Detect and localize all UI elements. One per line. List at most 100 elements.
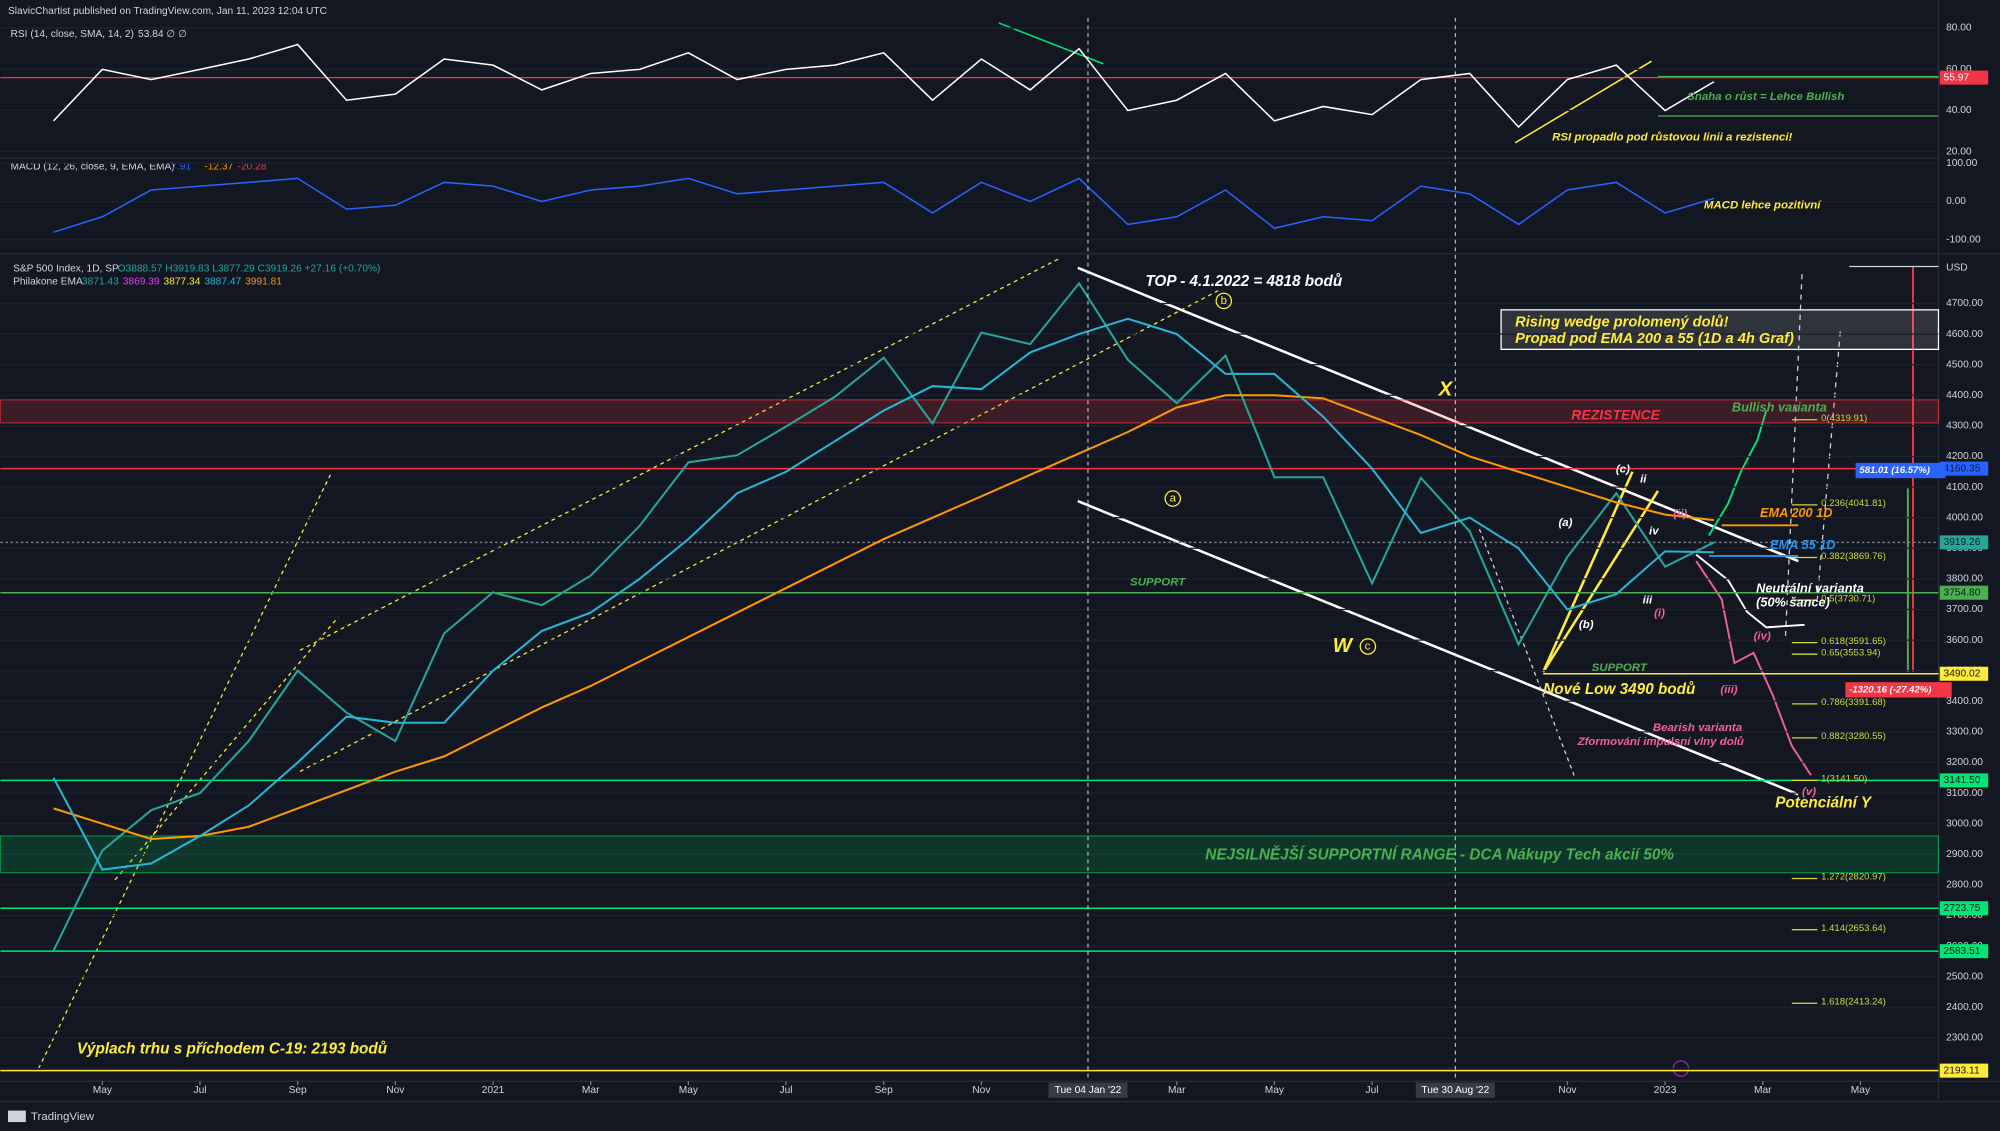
y-tick-label: 4200.00 xyxy=(1946,451,1983,462)
annotation: ii xyxy=(1640,473,1647,485)
ohlc: O3888.57 H3919.83 L3877.29 C3919.26 +27.… xyxy=(118,264,381,275)
y-tick-label: 3200.00 xyxy=(1946,757,1983,768)
macd-value: -20.28 xyxy=(237,162,266,173)
wave-circle xyxy=(1164,490,1182,507)
note-box xyxy=(1500,309,1940,351)
annotation: (iv) xyxy=(1754,630,1771,642)
price-tag xyxy=(1939,666,1989,681)
price-tag xyxy=(1939,461,1989,476)
y-tick-label: 4100.00 xyxy=(1946,482,1983,493)
y-tick-label: 3600.00 xyxy=(1946,635,1983,646)
y-tick-label: 2400.00 xyxy=(1946,1002,1983,1013)
annotation: (a) xyxy=(1558,517,1572,529)
x-tick-label: Jul xyxy=(193,1085,206,1096)
footer-logo: TradingView xyxy=(31,1111,95,1123)
crosshair-tag xyxy=(1048,1082,1128,1098)
y-tick-label: 100.00 xyxy=(1946,158,1977,169)
annotation: (v) xyxy=(1802,786,1816,798)
macd-value: 7.91 xyxy=(171,162,191,173)
fib-label: 1.618(2413.24) xyxy=(1821,997,1886,1008)
fib-label: 0.5(3730.71) xyxy=(1821,593,1875,604)
zone xyxy=(0,399,1940,424)
annotation: 581.01 (16.57%) xyxy=(1859,465,1930,476)
y-tick-label: 2300.00 xyxy=(1946,1033,1983,1044)
annotation: c xyxy=(1365,640,1371,652)
annotation: Bullish varianta xyxy=(1732,399,1827,414)
channel-line xyxy=(1077,499,1799,796)
annotation: Výplach trhu s příchodem C-19: 2193 bodů xyxy=(77,1040,388,1057)
y-tick-label: 4500.00 xyxy=(1946,359,1983,370)
annotation: -1320.16 (-27.42%) xyxy=(1849,684,1931,695)
macd-title: MACD (12, 26, close, 9, EMA, EMA) xyxy=(11,162,175,173)
trend-line xyxy=(38,471,333,1069)
neutral-arrow xyxy=(1695,553,1805,629)
main-title: S&P 500 Index, 1D, SP xyxy=(13,264,119,275)
y-tick-label: 4400.00 xyxy=(1946,390,1983,401)
annotation: SUPPORT xyxy=(1130,577,1186,589)
fib-label: 0.236(4041.81) xyxy=(1821,498,1886,509)
annotation: iv xyxy=(1649,526,1659,538)
y-tick-label: 2700.00 xyxy=(1946,910,1983,921)
y-tick-label: 2800.00 xyxy=(1946,880,1983,891)
x-tick-label: Mar xyxy=(1754,1085,1772,1096)
crosshair-tag xyxy=(1415,1082,1495,1098)
publisher: SlavicChartist published on TradingView.… xyxy=(8,6,327,17)
y-tick-label: 20.00 xyxy=(1946,146,1972,157)
fib-label: 0(4319.91) xyxy=(1821,413,1867,424)
x-tick-label: Jul xyxy=(1366,1085,1379,1096)
y-tick-label: 4700.00 xyxy=(1946,298,1983,309)
annotation: EMA 55 1D xyxy=(1770,537,1835,552)
annotation: b xyxy=(1221,295,1227,307)
y-tick-label: 3000.00 xyxy=(1946,818,1983,829)
wave-circle xyxy=(1215,292,1233,310)
fib-label: 1.414(2653.64) xyxy=(1821,923,1886,934)
y-tick-label: 2500.00 xyxy=(1946,971,1983,982)
y-tick-label: 4600.00 xyxy=(1946,329,1983,340)
annotation: Rising wedge prolomený dolů! xyxy=(1515,314,1728,330)
fib-label: 0.65(3553.94) xyxy=(1821,647,1880,658)
unit-label: USD xyxy=(1946,262,1968,273)
annotation: RSI propadlo pod růstovou linii a rezist… xyxy=(1552,132,1792,144)
annotation: Zformování impulsní vlny dolů xyxy=(1577,736,1744,748)
channel-line xyxy=(1077,266,1799,563)
x-tick-label: Sep xyxy=(289,1085,307,1096)
indicator-value: 3877.34 xyxy=(164,276,201,287)
series-line xyxy=(53,177,1715,233)
annotation: (b) xyxy=(1579,619,1594,631)
annotation-box xyxy=(1855,462,1946,479)
y-tick-label: 4000.00 xyxy=(1946,512,1983,523)
annotation: (50% šance) xyxy=(1756,594,1830,609)
annotation-box xyxy=(1845,682,1952,698)
price-tag xyxy=(1939,901,1989,916)
indicator-value: 3869.39 xyxy=(123,276,160,287)
y-tick-label: -100.00 xyxy=(1946,234,1981,245)
crosshair-label: Tue 30 Aug '22 xyxy=(1421,1085,1489,1096)
rsi-value: 53.84 ∅ ∅ xyxy=(138,29,187,40)
annotation: (ii) xyxy=(1673,508,1687,520)
bullish-arrow xyxy=(1708,410,1768,537)
series-line xyxy=(52,317,1714,871)
annotation: MACD lehce pozitivní xyxy=(1704,199,1822,211)
annotation: a xyxy=(1170,493,1177,505)
annotation: X xyxy=(1438,379,1454,401)
x-tick-label: Mar xyxy=(582,1085,600,1096)
y-tick-label: 80.00 xyxy=(1946,23,1972,34)
annotation: Snaha o růst = Lehce Bullish xyxy=(1687,91,1844,103)
annotation: EMA 200 1D xyxy=(1760,505,1833,520)
x-tick-label: Mar xyxy=(1168,1085,1186,1096)
annotation: Bearish varianta xyxy=(1653,722,1743,734)
indicator-value: 3871.43 xyxy=(82,276,119,287)
x-tick-label: 2023 xyxy=(1654,1085,1677,1096)
series-line xyxy=(52,43,1715,129)
annotation: Nové Low 3490 bodů xyxy=(1543,681,1696,698)
fib-label: 0.382(3869.76) xyxy=(1821,551,1886,562)
x-tick-label: Nov xyxy=(972,1085,991,1096)
price-tag-label: 3490.02 xyxy=(1944,668,1981,679)
indicator-value: 3991.81 xyxy=(245,276,282,287)
y-tick-label: 0.00 xyxy=(1946,196,1966,207)
price-tag-label: 3919.26 xyxy=(1944,537,1981,548)
price-tag xyxy=(1939,773,1989,788)
annotation: Potenciální Y xyxy=(1775,794,1873,811)
annotation: W xyxy=(1333,635,1354,657)
